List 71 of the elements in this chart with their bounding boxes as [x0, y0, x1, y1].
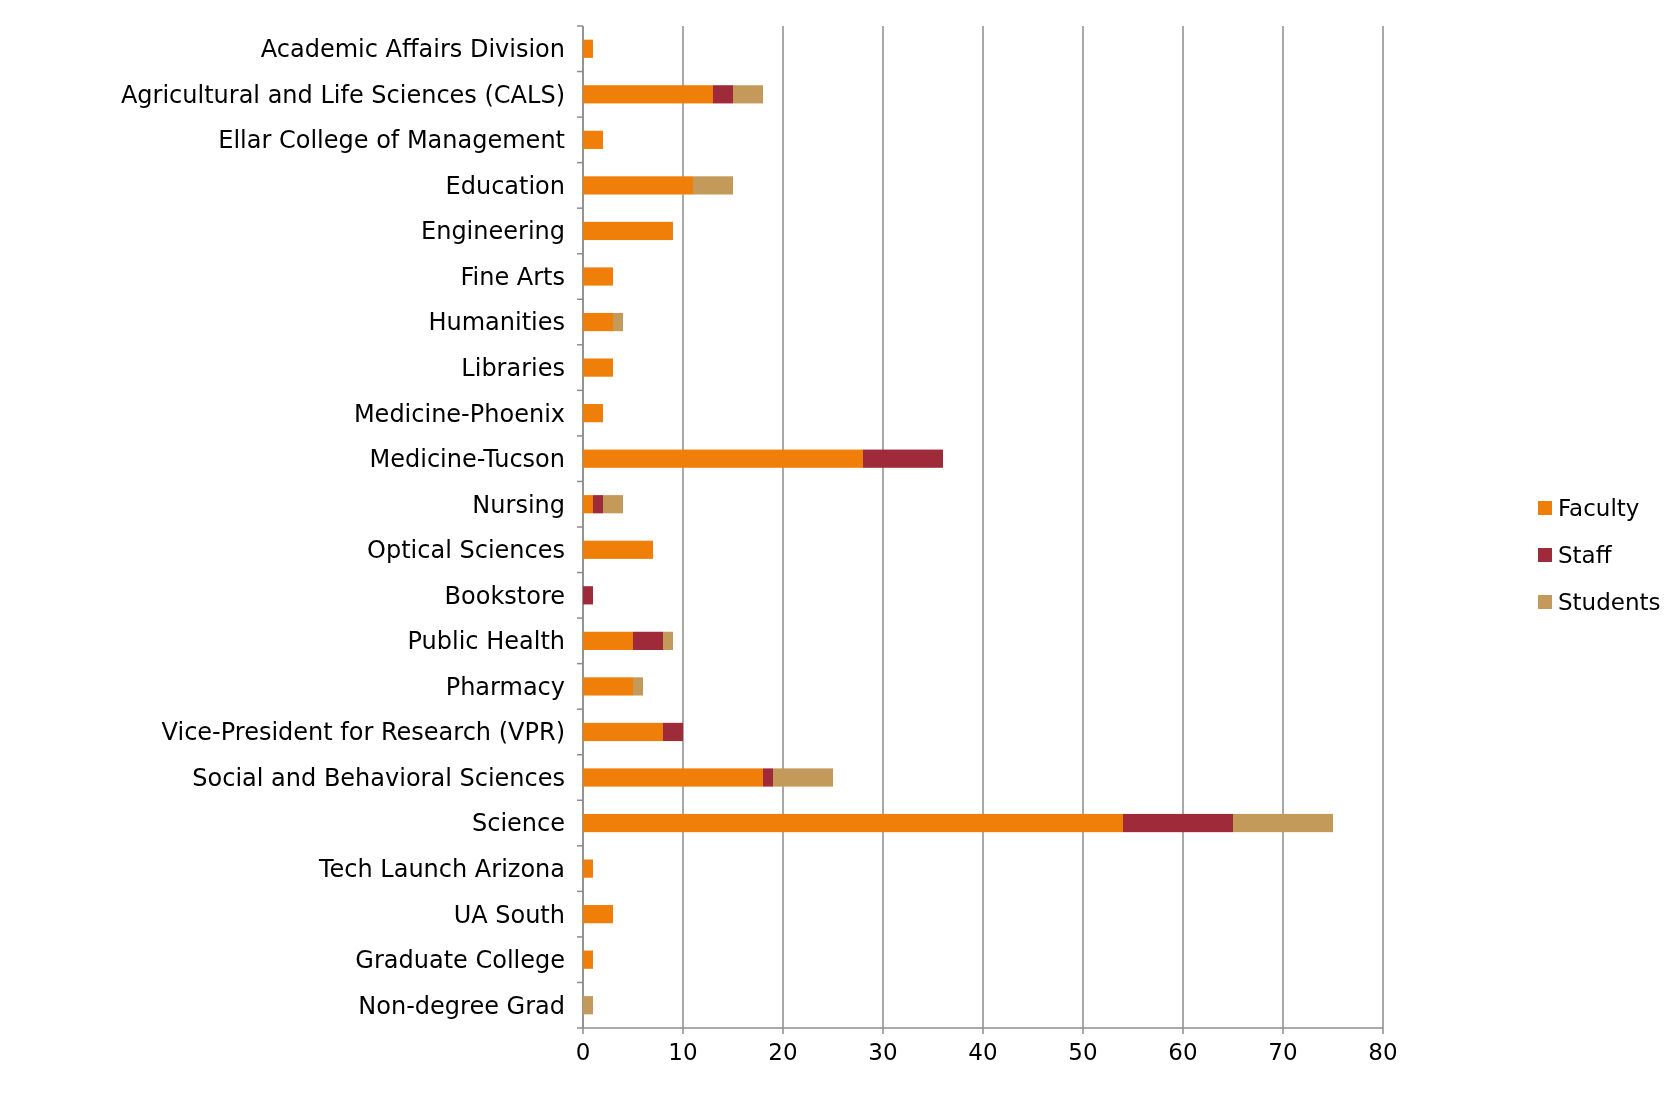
y-tick-label: Science [471, 809, 565, 838]
y-tick-label: Social and Behavioral Sciences [192, 763, 565, 792]
y-tick-label: Tech Launch Arizona [317, 854, 565, 883]
bar [733, 85, 763, 104]
legend-label: Staff [1558, 542, 1613, 569]
bar [583, 950, 593, 969]
bar [773, 768, 833, 787]
bar [583, 722, 663, 742]
bar [663, 722, 683, 742]
y-tick-label: Agricultural and Life Sciences (CALS) [120, 80, 565, 109]
bar [583, 677, 633, 696]
bar [583, 130, 603, 149]
bar [583, 39, 593, 58]
x-tick-label: 0 [575, 1039, 591, 1065]
bar [663, 631, 673, 650]
bar [693, 176, 733, 195]
y-tick-label: Engineering [421, 217, 565, 246]
bar [583, 85, 713, 104]
bar [583, 768, 763, 787]
bar [603, 495, 623, 514]
x-tick-label: 40 [968, 1039, 998, 1065]
bar [583, 495, 593, 514]
bar [863, 449, 943, 468]
bar [583, 176, 693, 195]
legend-label: Students [1558, 589, 1661, 616]
bar [593, 495, 603, 514]
y-tick-label: Optical Sciences [367, 536, 565, 565]
y-tick-label: Nursing [472, 490, 565, 519]
x-tick-label: 60 [1168, 1039, 1198, 1065]
y-tick-label: Graduate College [355, 946, 565, 975]
y-tick-label: Medicine-Phoenix [353, 399, 565, 428]
y-tick-label: Pharmacy [445, 672, 565, 701]
bar [583, 813, 1123, 833]
bar [583, 540, 653, 559]
x-tick-label: 70 [1268, 1039, 1298, 1065]
bar [633, 677, 643, 696]
bar [583, 358, 613, 377]
bar [583, 404, 603, 423]
y-tick-label: Non-degree Grad [358, 991, 565, 1020]
x-tick-label: 30 [868, 1039, 898, 1065]
bar [583, 996, 593, 1015]
bar [583, 631, 633, 650]
y-tick-label: Humanities [428, 308, 565, 337]
bar [1123, 813, 1233, 833]
bar [713, 85, 733, 104]
bar [613, 312, 623, 332]
x-tick-label: 50 [1068, 1039, 1098, 1065]
bar [583, 859, 593, 878]
y-tick-label: Medicine-Tucson [369, 445, 565, 474]
y-tick-label: Libraries [461, 353, 565, 382]
x-tick-label: 10 [668, 1039, 698, 1065]
bar [583, 312, 613, 332]
bar [583, 267, 613, 286]
x-tick-label: 80 [1368, 1039, 1398, 1065]
y-tick-label: Vice-President for Research (VPR) [161, 718, 565, 747]
bar [583, 586, 593, 605]
y-tick-label: Public Health [407, 627, 565, 656]
y-tick-label: Academic Affairs Division [260, 35, 565, 64]
y-tick-label: Education [445, 171, 565, 200]
y-tick-label: Bookstore [444, 581, 565, 610]
bar [763, 768, 773, 787]
y-tick-label: Fine Arts [460, 262, 565, 291]
legend-label: Faculty [1558, 495, 1640, 522]
bar [1233, 813, 1333, 833]
bar [583, 905, 613, 924]
bar [583, 221, 673, 241]
x-tick-label: 20 [768, 1039, 798, 1065]
y-tick-label: UA South [453, 900, 565, 929]
bar [633, 631, 663, 650]
y-tick-label: Ellar College of Management [218, 126, 565, 155]
bar [583, 449, 863, 468]
